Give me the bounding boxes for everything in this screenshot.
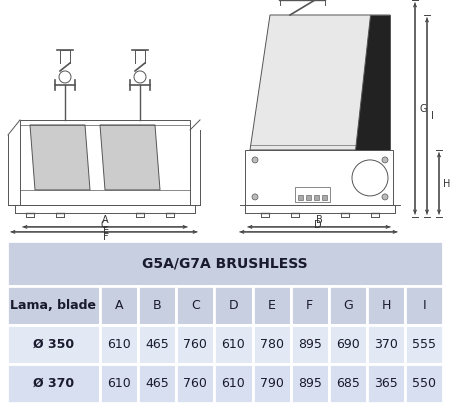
Polygon shape [100, 125, 160, 190]
Text: Lama, blade: Lama, blade [10, 299, 96, 312]
Text: 685: 685 [336, 377, 360, 390]
Text: F: F [306, 299, 313, 312]
Text: 370: 370 [374, 338, 398, 351]
Bar [176, 325, 214, 364]
Bar [367, 286, 405, 325]
Circle shape [252, 157, 258, 163]
Polygon shape [30, 125, 90, 190]
Text: 760: 760 [184, 338, 207, 351]
Text: D: D [314, 220, 322, 230]
Bar [100, 286, 138, 325]
Text: 895: 895 [298, 338, 322, 351]
Text: E: E [103, 226, 109, 236]
Bar [291, 364, 329, 403]
Text: 555: 555 [412, 338, 436, 351]
Bar [214, 286, 252, 325]
Text: 610: 610 [107, 338, 131, 351]
Text: 790: 790 [260, 377, 284, 390]
Bar [329, 364, 367, 403]
Text: 690: 690 [336, 338, 360, 351]
Polygon shape [250, 15, 390, 150]
Bar [306, 195, 311, 200]
Text: 780: 780 [260, 338, 284, 351]
Bar [291, 286, 329, 325]
Bar [214, 325, 252, 364]
Bar [295, 187, 330, 202]
Bar [329, 325, 367, 364]
Bar [322, 195, 327, 200]
Text: B: B [153, 299, 162, 312]
Text: E: E [268, 299, 275, 312]
Text: G: G [343, 299, 353, 312]
Bar [405, 364, 443, 403]
Text: 550: 550 [412, 377, 436, 390]
Bar [100, 364, 138, 403]
Text: A: A [102, 215, 108, 225]
Bar [7, 241, 443, 286]
Bar [329, 286, 367, 325]
Text: I: I [431, 111, 434, 121]
Text: I: I [423, 299, 426, 312]
Bar [405, 286, 443, 325]
Bar [176, 286, 214, 325]
Text: Ø 350: Ø 350 [33, 338, 74, 351]
Bar [405, 325, 443, 364]
Polygon shape [355, 15, 390, 150]
Text: H: H [443, 179, 450, 189]
Bar [138, 286, 176, 325]
Text: G5A/G7A BRUSHLESS: G5A/G7A BRUSHLESS [142, 257, 308, 271]
Bar [367, 364, 405, 403]
Bar [100, 325, 138, 364]
Bar [7, 325, 100, 364]
Text: 465: 465 [145, 338, 169, 351]
Text: 610: 610 [221, 377, 245, 390]
Bar [314, 195, 319, 200]
Text: H: H [381, 299, 391, 312]
Text: G: G [419, 104, 427, 114]
Circle shape [252, 194, 258, 200]
Text: 610: 610 [107, 377, 131, 390]
Text: C: C [191, 299, 200, 312]
Text: 760: 760 [184, 377, 207, 390]
Bar [7, 286, 100, 325]
Bar [20, 120, 190, 205]
Text: B: B [315, 215, 322, 225]
Bar [252, 325, 291, 364]
Text: F: F [103, 232, 109, 242]
Text: 365: 365 [374, 377, 398, 390]
Bar [214, 364, 252, 403]
Circle shape [382, 157, 388, 163]
Text: D: D [229, 299, 238, 312]
Bar [298, 195, 303, 200]
Text: 895: 895 [298, 377, 322, 390]
Text: A: A [115, 299, 123, 312]
Bar [367, 325, 405, 364]
Bar [252, 286, 291, 325]
Text: Ø 370: Ø 370 [33, 377, 74, 390]
Text: C: C [101, 220, 108, 230]
Bar [176, 364, 214, 403]
Text: 610: 610 [221, 338, 245, 351]
Bar [7, 364, 100, 403]
Bar [138, 364, 176, 403]
Bar [252, 364, 291, 403]
Circle shape [382, 194, 388, 200]
Bar [245, 150, 393, 205]
Text: 465: 465 [145, 377, 169, 390]
Bar [291, 325, 329, 364]
Bar [138, 325, 176, 364]
